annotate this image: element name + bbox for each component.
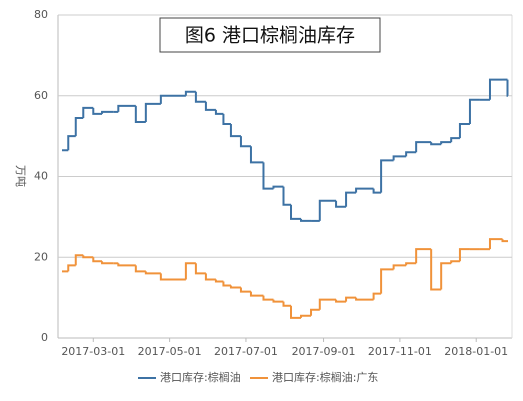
line-step [405, 262, 417, 266]
line-step [74, 116, 84, 137]
line-step [144, 271, 161, 275]
line-step [272, 185, 284, 189]
line-step [134, 265, 146, 273]
y-tick-label: 40 [34, 170, 48, 183]
line-step [92, 107, 103, 115]
line-step [117, 263, 136, 267]
line-step [372, 188, 382, 194]
line-step [335, 200, 347, 208]
line-step [392, 155, 407, 161]
y-tick-label: 60 [34, 89, 48, 102]
line-step [355, 297, 374, 301]
line-step [282, 186, 292, 206]
line-step [159, 94, 186, 104]
line-step [300, 218, 312, 222]
line-step [204, 101, 216, 111]
line-step [430, 249, 442, 291]
line-step [450, 260, 460, 264]
line-step [229, 285, 241, 289]
line-step [159, 273, 186, 281]
legend-label: 港口库存:棕榈油 [160, 370, 241, 384]
line-step [310, 308, 320, 316]
line-step [300, 314, 312, 318]
line-step [468, 98, 480, 125]
legend-label: 港口库存:棕榈油:广东 [272, 370, 378, 384]
line-step [134, 105, 146, 123]
line-step [249, 146, 264, 164]
line-step [415, 141, 432, 153]
line-step [345, 191, 357, 207]
line-step [372, 292, 382, 300]
line-step [222, 281, 231, 287]
line-step [67, 264, 76, 272]
line-step [355, 187, 374, 193]
line-step [262, 295, 274, 301]
line-step [415, 248, 432, 264]
y-tick-label: 80 [34, 8, 48, 21]
line-step [345, 296, 357, 302]
x-tick-label: 2017-09-01 [292, 345, 356, 358]
line-step [440, 262, 452, 290]
line-step [67, 135, 76, 151]
line-step [272, 299, 284, 303]
line-step [194, 263, 206, 275]
line-step [458, 123, 470, 139]
line-step [405, 151, 417, 157]
line-step [290, 204, 302, 220]
line-step [335, 299, 347, 303]
y-axis-label: 万吨 [14, 165, 27, 187]
line-step [101, 261, 114, 265]
y-tick-label: 0 [41, 331, 48, 344]
line-step [430, 142, 442, 146]
x-tick-label: 2018-01-01 [444, 345, 508, 358]
line-step [204, 273, 216, 281]
line-step [392, 264, 407, 270]
line-step [450, 137, 460, 143]
line-step [82, 255, 94, 259]
title-box [159, 17, 381, 53]
line-step [249, 291, 264, 297]
line-step [380, 159, 394, 193]
line-step [194, 91, 206, 103]
line-step [222, 113, 231, 126]
line-step [290, 305, 302, 319]
line-step [184, 90, 196, 96]
line-step [380, 268, 394, 294]
line-step [92, 257, 103, 263]
line-step [82, 106, 94, 118]
line-step [506, 79, 509, 97]
line-step [282, 301, 292, 307]
line-step [184, 262, 196, 280]
line-step [101, 110, 114, 114]
line-step [74, 254, 84, 266]
line-step [214, 109, 224, 115]
line-step [239, 287, 251, 293]
chart-title: 图6 港口棕榈油库存 [185, 25, 355, 47]
line-step [501, 239, 508, 243]
y-tick-label: 20 [34, 250, 48, 263]
line-step [488, 238, 503, 250]
line-step [318, 298, 337, 310]
line-step [214, 279, 224, 283]
line-step [229, 124, 241, 138]
line-step [262, 162, 274, 190]
line-step [440, 141, 452, 145]
line-step [488, 78, 503, 100]
x-tick-label: 2017-03-01 [61, 345, 125, 358]
line-step [117, 104, 136, 112]
x-tick-label: 2017-07-01 [214, 345, 278, 358]
line-step [318, 199, 337, 221]
line-step [239, 136, 251, 148]
line-step [144, 102, 161, 122]
line-step [458, 248, 470, 262]
x-tick-label: 2017-05-01 [138, 345, 202, 358]
x-tick-label: 2017-11-01 [368, 345, 432, 358]
